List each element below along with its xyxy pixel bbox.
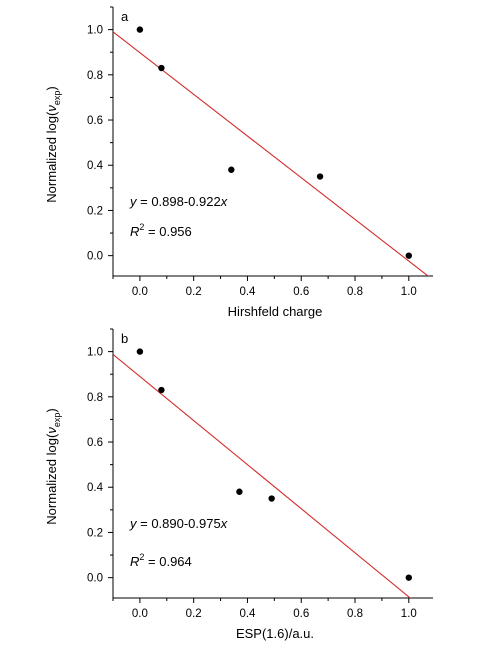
y-tick-label: 0.0: [87, 573, 103, 585]
y-tick-label: 0.0: [87, 251, 103, 263]
panel-label: a: [121, 9, 129, 24]
data-point-4: [316, 173, 324, 180]
x-tick-label: 0.6: [293, 608, 309, 620]
fit-line: [113, 31, 429, 276]
y-tick-label: 0.4: [87, 482, 104, 494]
x-tick-label: 0.8: [347, 286, 363, 298]
y-tick-label: 0.2: [87, 205, 103, 217]
x-tick-label: 1.0: [401, 286, 417, 298]
y-tick-label: 0.2: [87, 527, 103, 539]
x-axis-title: ESP(1.6)/a.u.: [236, 626, 314, 641]
x-tick-label: 0.6: [293, 286, 309, 298]
fit-equation: y = 0.890-0.975x: [129, 516, 228, 531]
y-tick-label: 0.4: [87, 160, 104, 172]
data-point-2: [158, 386, 165, 394]
y-tick-label: 0.6: [87, 115, 103, 127]
chart-panel-a: 0.0 0.2 0.4 0.6 0.8 1.0 0.0 0.2 0.4 0.6 0.8 1.0 a y =…: [44, 6, 433, 319]
x-tick-label: 0.0: [132, 286, 148, 298]
data-point-1: [136, 26, 144, 33]
fit-equation: y = 0.898-0.922x: [129, 194, 228, 209]
x-tick-label: 0.4: [239, 608, 256, 620]
data-point-5: [405, 574, 412, 581]
data-point-3: [228, 166, 235, 173]
data-point-4: [268, 495, 275, 502]
x-tick-label: 0.4: [239, 286, 256, 298]
chart-panel-b: 0.0 0.2 0.4 0.6 0.8 1.0 0.0 0.2 0.4 0.6 0.8 1.0 b y =…: [44, 328, 433, 641]
r-squared: R2 = 0.964: [130, 552, 192, 569]
x-tick-label: 0.8: [347, 608, 363, 620]
panel-label: b: [121, 331, 128, 346]
data-point-2: [158, 64, 165, 72]
fit-line: [113, 354, 412, 598]
x-tick-label: 1.0: [401, 608, 417, 620]
x-tick-label: 0.2: [186, 608, 202, 620]
y-tick-label: 0.6: [87, 437, 103, 449]
y-tick-label: 0.8: [87, 392, 103, 404]
x-tick-label: 0.0: [132, 608, 148, 620]
y-axis-title: Normalized log(νexp): [44, 408, 62, 524]
x-tick-label: 0.2: [186, 286, 202, 298]
x-axis-title: Hirshfeld charge: [228, 304, 323, 319]
y-tick-label: 1.0: [87, 25, 103, 37]
y-tick-label: 0.8: [87, 70, 103, 82]
data-point-5: [405, 252, 412, 259]
y-tick-label: 1.0: [87, 347, 103, 359]
data-point-1: [136, 348, 144, 355]
y-axis-title: Normalized log(νexp): [44, 86, 62, 202]
data-point-3: [236, 488, 243, 495]
r-squared: R2 = 0.956: [130, 222, 192, 239]
